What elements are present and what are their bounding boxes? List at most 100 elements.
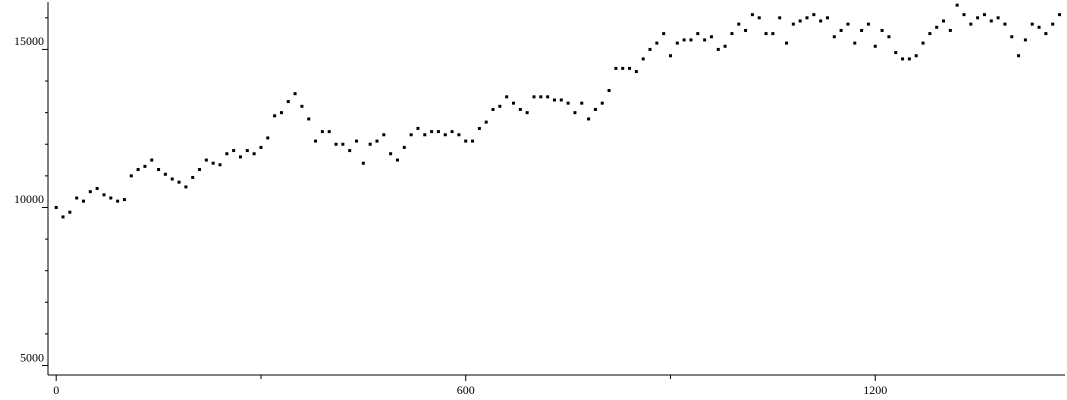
point	[682, 38, 686, 42]
point	[245, 149, 249, 153]
point	[982, 13, 986, 17]
point	[901, 57, 905, 61]
point	[109, 196, 113, 200]
point	[771, 32, 775, 36]
y-tick-label: 15000	[14, 34, 44, 48]
point	[163, 172, 167, 176]
point	[238, 155, 242, 159]
point	[716, 47, 720, 51]
point	[764, 32, 768, 36]
point	[785, 41, 789, 45]
point	[361, 161, 365, 165]
point	[136, 168, 140, 172]
point	[348, 149, 352, 153]
point	[368, 142, 372, 146]
point	[539, 95, 543, 99]
point	[1017, 54, 1021, 58]
point	[54, 205, 58, 209]
point	[580, 101, 584, 105]
point	[266, 136, 270, 140]
point	[648, 47, 652, 51]
point	[225, 152, 229, 156]
point	[484, 120, 488, 124]
point	[170, 177, 174, 181]
point	[573, 111, 577, 115]
point	[184, 185, 188, 189]
point	[464, 139, 468, 143]
point	[1023, 38, 1027, 42]
point	[921, 41, 925, 45]
point	[518, 107, 522, 111]
point	[587, 117, 591, 121]
point	[191, 175, 195, 179]
point	[423, 133, 427, 137]
point	[1010, 35, 1014, 39]
point	[389, 152, 393, 156]
point	[696, 32, 700, 36]
point	[477, 126, 481, 130]
point	[928, 32, 932, 36]
point	[157, 168, 161, 172]
point	[232, 149, 236, 153]
point	[375, 139, 379, 143]
point	[730, 32, 734, 36]
point	[825, 16, 829, 20]
point	[1030, 22, 1034, 26]
point	[395, 158, 399, 162]
point	[1037, 25, 1041, 29]
point	[607, 89, 611, 93]
point	[668, 54, 672, 58]
point	[327, 130, 331, 134]
point	[150, 158, 154, 162]
point	[778, 16, 782, 20]
point	[880, 28, 884, 32]
point	[737, 22, 741, 26]
point	[798, 19, 802, 23]
point	[839, 28, 843, 32]
point	[334, 142, 338, 146]
point	[566, 101, 570, 105]
point	[525, 111, 529, 115]
point	[955, 3, 959, 7]
point	[382, 133, 386, 137]
point	[177, 180, 181, 184]
point	[996, 16, 1000, 20]
point	[853, 41, 857, 45]
point	[68, 210, 72, 214]
point	[907, 57, 911, 61]
point	[675, 41, 679, 45]
point	[75, 196, 79, 200]
point	[744, 28, 748, 32]
point	[703, 38, 707, 42]
point	[723, 44, 727, 48]
point	[355, 139, 359, 143]
point	[887, 35, 891, 39]
point	[709, 35, 713, 39]
point	[819, 19, 823, 23]
point	[1051, 22, 1055, 26]
point	[143, 164, 147, 168]
point	[805, 16, 809, 20]
point	[314, 139, 318, 143]
point	[198, 168, 202, 172]
point	[218, 163, 222, 167]
point	[532, 95, 536, 99]
point	[628, 66, 632, 70]
point	[976, 16, 980, 20]
point	[812, 13, 816, 17]
point	[252, 152, 256, 156]
point	[860, 28, 864, 32]
point	[989, 19, 993, 23]
point	[402, 145, 406, 149]
point	[61, 215, 65, 219]
point	[621, 66, 625, 70]
point	[866, 22, 870, 26]
point	[935, 25, 939, 29]
point	[689, 38, 693, 42]
point	[948, 28, 952, 32]
point	[81, 199, 85, 203]
point	[286, 100, 290, 104]
point	[914, 54, 918, 58]
point	[1058, 13, 1062, 17]
